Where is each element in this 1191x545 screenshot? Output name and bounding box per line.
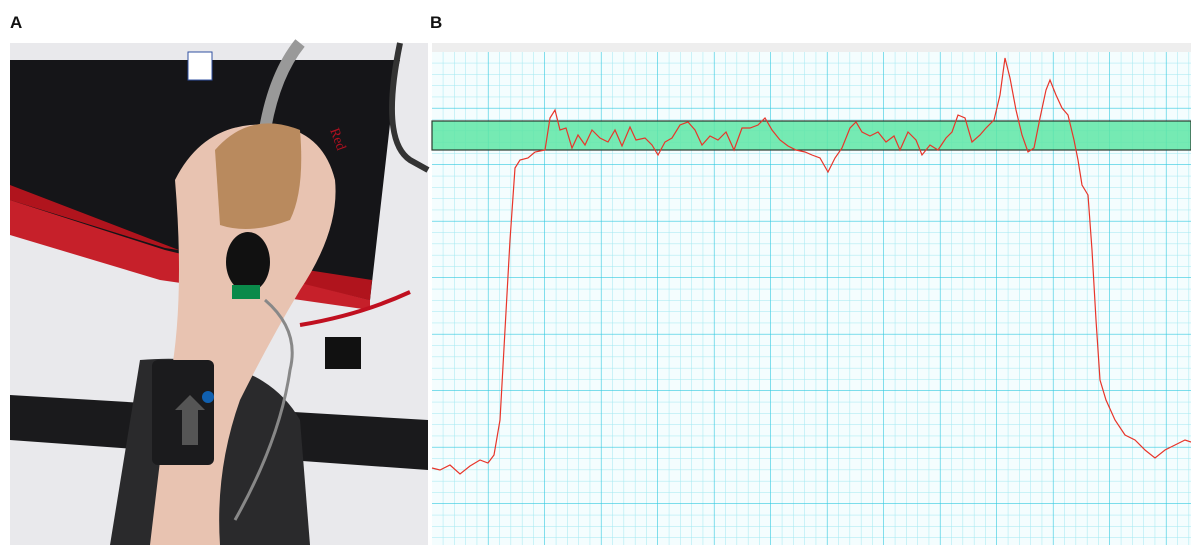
panel-label: A bbox=[10, 13, 22, 32]
trace-panel bbox=[431, 43, 1191, 545]
panel-label: B bbox=[430, 13, 442, 32]
signal-trace bbox=[431, 57, 1191, 475]
photo: Red bbox=[10, 39, 430, 545]
book-text: Red bbox=[326, 126, 348, 152]
